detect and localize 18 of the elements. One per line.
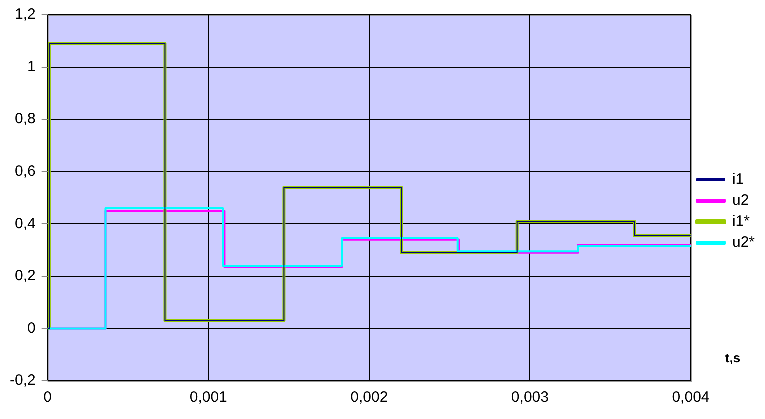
x-tick-label: 0,003: [511, 389, 549, 406]
x-tick-label: 0,002: [350, 389, 388, 406]
legend-label: i1*: [732, 213, 750, 230]
y-tick-label: 1: [28, 58, 36, 76]
y-tick-label: 1,2: [14, 6, 36, 24]
y-tick-label: 0,2: [14, 268, 36, 285]
y-tick-label: 0,4: [14, 215, 36, 232]
y-tick-label: -0,2: [10, 372, 36, 390]
y-tick-label: 0,6: [14, 163, 36, 180]
legend-label: u2*: [732, 234, 756, 252]
legend-label: i1: [732, 171, 744, 188]
y-tick-label: 0: [28, 320, 36, 337]
x-tick-label: 0: [44, 389, 52, 406]
x-axis-title: t,s: [725, 350, 741, 366]
legend-label: u2: [732, 192, 750, 210]
x-tick-label: 0,001: [190, 389, 228, 406]
y-tick-label: 0,8: [14, 110, 36, 128]
x-tick-label: 0,004: [672, 389, 710, 406]
